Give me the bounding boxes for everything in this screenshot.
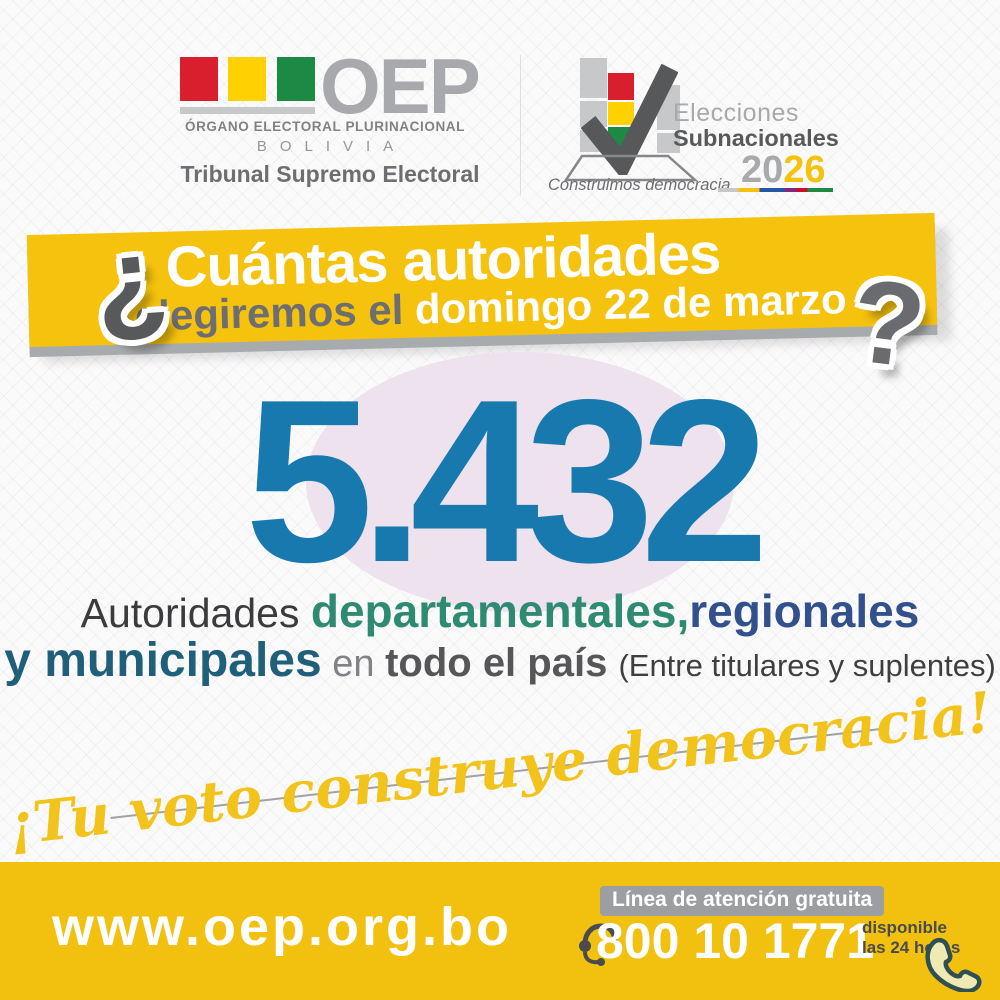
phone-handset-icon: [925, 937, 982, 992]
rainbow-underline: [718, 188, 833, 192]
ballot-grid-red-square: [608, 73, 634, 100]
ballot-grid-yellow-square: [608, 102, 634, 125]
desc-note: (Entre titulares y suplentes): [618, 647, 996, 683]
banner-line2-emphasis: domingo 22 de marzo: [414, 275, 848, 333]
desc-todo-el-pais: todo el país: [385, 640, 619, 685]
header-divider: [520, 55, 521, 195]
highlight-ellipse: [306, 352, 734, 612]
hotline-label-badge: Línea de atención gratuita: [600, 886, 885, 916]
ballot-grid-square: [580, 58, 607, 98]
elections-title-line1: Elecciones: [673, 99, 799, 127]
oep-country-label: BOLIVIA: [256, 138, 407, 155]
inverted-question-mark-icon: ¿: [87, 210, 173, 350]
desc-connector: en: [321, 642, 386, 685]
slogan-text: ¡Tu voto construye democracia!: [5, 679, 995, 859]
oep-tribunal-label: Tribunal Supremo Electoral: [180, 161, 480, 187]
oep-acronym: OEP: [320, 42, 481, 130]
elections-title-line2: Subnacionales: [673, 125, 839, 151]
availability-line1: disponible: [862, 918, 947, 937]
banner-line2-lead: elegiremos el: [134, 285, 416, 340]
desc-departamentales: departamentales,: [310, 585, 690, 637]
checkmark-icon: [580, 63, 678, 175]
flag-green-square-icon: [277, 57, 315, 101]
elections-year-suffix: 26: [783, 149, 826, 191]
authorities-total-number: 5.432: [244, 352, 770, 611]
oep-logo: OEP ÓRGANO ELECTORAL PLURINACIONAL BOLIV…: [180, 42, 490, 200]
elections-year: 2026: [741, 149, 826, 192]
authorities-description: Autoridades departamentales,regionales y…: [0, 585, 1000, 687]
headset-icon: [579, 923, 618, 966]
footer-bar: www.oep.org.bo Línea de atención gratuit…: [0, 862, 1000, 1000]
desc-lead: Autoridades: [80, 590, 311, 636]
flag-underbar: [180, 107, 315, 114]
hotline-number: 800 10 1771: [596, 913, 875, 969]
ballot-box-icon: [563, 154, 699, 182]
elections-tagline: Construimos democracia: [548, 176, 731, 194]
oep-org-name: ÓRGANO ELECTORAL PLURINACIONAL: [184, 119, 465, 134]
desc-regionales: regionales: [689, 585, 920, 637]
elections-2026-logo: Construimos democracia Elecciones Subnac…: [548, 55, 888, 205]
description-line1: Autoridades departamentales,regionales: [0, 585, 1000, 637]
ballot-grid-square: [657, 133, 680, 153]
website-url: www.oep.org.bo: [52, 897, 512, 957]
flag-red-square-icon: [180, 57, 218, 101]
elections-year-prefix: 20: [741, 149, 784, 191]
flag-yellow-square-icon: [228, 57, 266, 101]
desc-municipales: y municipales: [4, 633, 322, 687]
description-line2: y municipales en todo el país (Entre tit…: [0, 633, 1000, 687]
